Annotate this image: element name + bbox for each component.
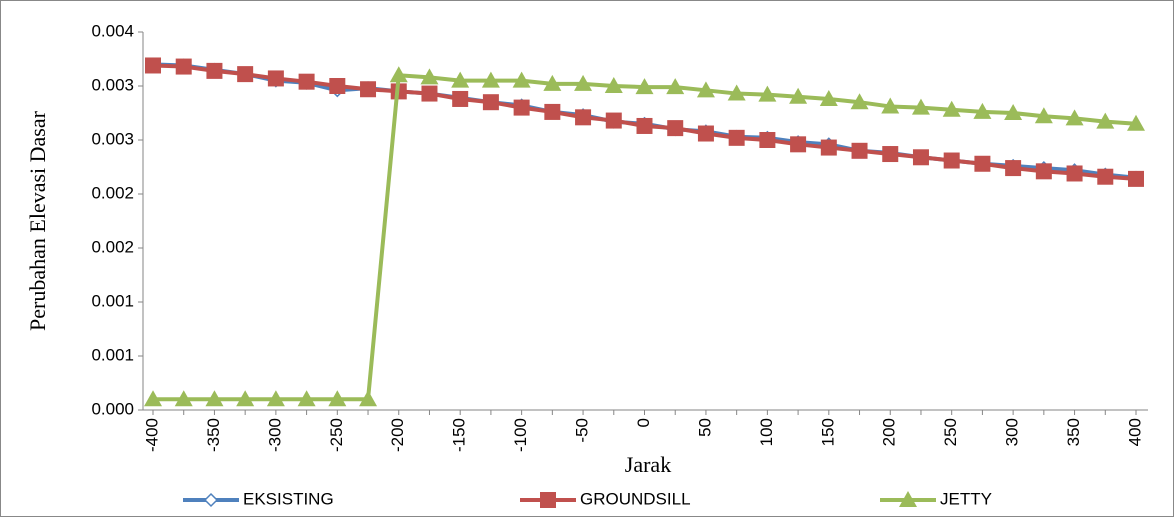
y-axis-title: Perubahan Elevasi Dasar	[25, 110, 50, 331]
data-point	[175, 58, 192, 75]
data-point	[790, 136, 807, 153]
y-tick-label: 0.000	[91, 399, 134, 418]
data-point	[727, 84, 746, 101]
data-point	[1096, 112, 1115, 129]
data-point	[882, 146, 899, 163]
data-point	[820, 139, 837, 156]
data-point	[605, 112, 622, 129]
x-tick-label: 50	[695, 418, 714, 437]
data-point	[481, 71, 500, 88]
data-point	[359, 390, 378, 407]
x-tick-label: 400	[1125, 418, 1144, 446]
x-tick-label: 200	[880, 418, 899, 446]
legend-marker	[540, 492, 556, 508]
data-point	[1005, 160, 1022, 177]
data-point	[205, 390, 224, 407]
data-point	[267, 70, 284, 87]
data-point	[942, 100, 961, 117]
data-point	[174, 390, 193, 407]
x-axis-title: Jarak	[625, 452, 671, 477]
data-point	[389, 66, 408, 83]
data-point	[575, 109, 592, 126]
data-point	[881, 97, 900, 114]
legend-label: EKSISTING	[243, 489, 334, 508]
data-point	[850, 93, 869, 110]
data-point	[144, 390, 162, 407]
data-point	[943, 152, 960, 169]
y-tick-label: 0.002	[91, 237, 134, 256]
legend-marker	[203, 492, 219, 508]
data-point	[912, 149, 929, 166]
data-point	[974, 155, 991, 172]
data-point	[513, 99, 530, 116]
x-tick-label: -200	[388, 418, 407, 452]
data-point	[604, 77, 623, 93]
data-point	[237, 66, 254, 83]
data-point	[1066, 165, 1083, 182]
data-point	[728, 129, 745, 146]
x-tick-label: -150	[450, 418, 469, 452]
x-tick-label: -400	[142, 418, 161, 452]
data-point	[420, 68, 439, 85]
legend-label: JETTY	[940, 489, 992, 508]
data-point	[329, 78, 346, 94]
y-tick-label: 0.004	[91, 21, 134, 40]
data-point	[911, 98, 930, 115]
data-point	[574, 74, 593, 91]
data-point	[1035, 163, 1052, 180]
x-tick-label: -250	[327, 418, 346, 452]
data-point	[1128, 170, 1144, 187]
y-tick-label: 0.002	[91, 183, 134, 202]
data-point	[667, 120, 684, 137]
data-point	[206, 62, 223, 79]
data-point	[298, 73, 315, 90]
data-point	[789, 87, 808, 104]
x-tick-label: -300	[265, 418, 284, 452]
data-point	[1097, 168, 1114, 185]
x-tick-label: 0	[634, 418, 653, 427]
x-tick-label: -50	[573, 418, 592, 443]
data-point	[1034, 107, 1053, 124]
y-tick-label: 0.001	[91, 345, 134, 364]
x-tick-label: -350	[204, 418, 223, 452]
data-point	[696, 81, 715, 98]
data-point	[482, 94, 499, 111]
data-point	[697, 125, 714, 142]
data-point	[451, 71, 470, 88]
x-tick-label: 150	[818, 418, 837, 446]
x-tick-label: 300	[1003, 418, 1022, 446]
data-point	[666, 78, 685, 95]
data-point	[512, 71, 531, 88]
data-point	[266, 390, 285, 407]
data-point	[1127, 114, 1145, 131]
data-point	[851, 142, 868, 159]
data-point	[421, 85, 438, 102]
data-point	[973, 102, 992, 119]
data-point	[635, 78, 654, 95]
x-tick-label: 350	[1064, 418, 1083, 446]
y-tick-label: 0.001	[91, 291, 134, 310]
data-point	[759, 132, 776, 148]
data-point	[360, 81, 377, 98]
y-tick-label: 0.003	[91, 129, 134, 148]
data-point	[297, 390, 316, 407]
x-tick-label: -100	[511, 418, 530, 452]
x-tick-label: 100	[757, 418, 776, 446]
data-point	[544, 103, 561, 120]
data-point	[758, 85, 777, 102]
data-point	[1004, 104, 1023, 120]
data-point	[236, 390, 255, 407]
data-point	[636, 117, 653, 134]
y-tick-label: 0.003	[91, 75, 134, 94]
data-point	[1065, 109, 1084, 126]
legend-label: GROUNDSILL	[580, 489, 691, 508]
data-point	[543, 74, 562, 91]
x-tick-label: 250	[941, 418, 960, 446]
data-point	[145, 57, 161, 74]
legend-marker	[899, 491, 917, 507]
data-point	[328, 390, 347, 407]
data-point	[452, 90, 469, 107]
data-point	[819, 89, 838, 106]
